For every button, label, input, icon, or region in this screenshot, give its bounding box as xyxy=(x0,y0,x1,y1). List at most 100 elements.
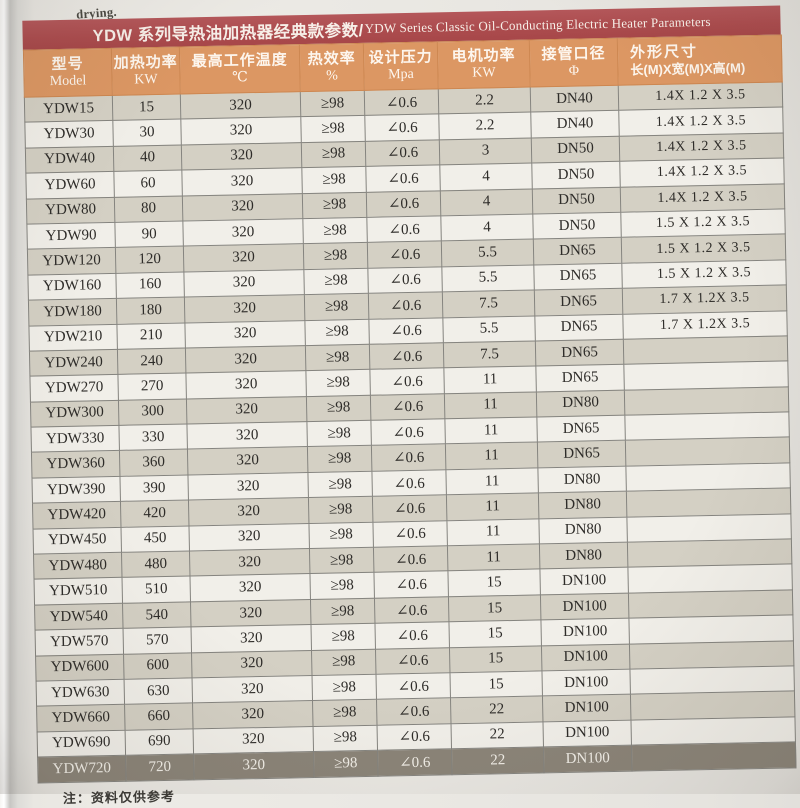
cell-dimensions xyxy=(626,488,791,517)
cell-model: YDW240 xyxy=(29,349,118,377)
cell-pipe-diameter: DN50 xyxy=(532,212,622,240)
cell-design-pressure: ∠0.6 xyxy=(370,393,445,421)
cell-pipe-diameter: DN100 xyxy=(542,719,632,748)
cell-efficiency: ≥98 xyxy=(309,547,374,574)
cell-dimensions: 1.4X 1.2 X 3.5 xyxy=(618,81,783,111)
cell-heating-power: 390 xyxy=(119,474,189,502)
cell-heating-power: 15 xyxy=(112,94,181,121)
cell-pipe-diameter: DN80 xyxy=(536,389,625,418)
table-body: YDW15 15 320 ≥98 ∠0.6 2.2 DN40 1.4X 1.2 X 3.5 Y… xyxy=(24,81,796,783)
cell-design-pressure: ∠0.6 xyxy=(373,545,448,573)
cell-efficiency: ≥98 xyxy=(308,496,373,524)
column-header-unit: KW xyxy=(134,71,158,87)
cell-efficiency: ≥98 xyxy=(305,344,370,371)
cell-max-temp: 320 xyxy=(188,523,310,551)
column-header-efficiency: 热效率 % xyxy=(299,43,365,92)
cell-efficiency: ≥98 xyxy=(313,750,379,778)
cell-pipe-diameter: DN40 xyxy=(530,110,620,138)
column-header-unit: KW xyxy=(472,64,496,81)
cell-heating-power: 240 xyxy=(117,347,186,375)
cell-heating-power: 30 xyxy=(112,119,182,147)
column-header-design-pressure: 设计压力 Mpa xyxy=(363,41,439,91)
cell-max-temp: 320 xyxy=(191,624,312,653)
column-header-chinese: 热效率 xyxy=(307,49,356,68)
cell-efficiency: ≥98 xyxy=(311,648,376,676)
cell-heating-power: 90 xyxy=(114,220,184,248)
cell-heating-power: 40 xyxy=(113,144,182,172)
cell-design-pressure: ∠0.6 xyxy=(375,647,450,675)
cell-dimensions: 1.4X 1.2 X 3.5 xyxy=(618,107,784,137)
cell-design-pressure: ∠0.6 xyxy=(374,596,449,624)
cell-max-temp: 320 xyxy=(187,472,309,501)
cell-max-temp: 320 xyxy=(181,142,302,171)
cell-pipe-diameter: DN100 xyxy=(541,669,631,697)
cell-max-temp: 320 xyxy=(183,269,305,298)
cell-pipe-diameter: DN100 xyxy=(539,567,629,595)
cell-heating-power: 210 xyxy=(116,322,186,350)
column-header-chinese: 加热功率 xyxy=(113,53,178,72)
cell-efficiency: ≥98 xyxy=(303,268,369,295)
cell-design-pressure: ∠0.6 xyxy=(368,291,443,319)
column-header-unit: Mpa xyxy=(387,66,414,82)
cell-pipe-diameter: DN65 xyxy=(533,262,623,291)
cell-design-pressure: ∠0.6 xyxy=(370,418,446,446)
cell-design-pressure: ∠0.6 xyxy=(366,215,442,243)
cell-design-pressure: ∠0.6 xyxy=(369,368,445,395)
cell-max-temp: 320 xyxy=(185,370,307,399)
cell-heating-power: 360 xyxy=(119,449,188,477)
cell-design-pressure: ∠0.6 xyxy=(365,139,440,167)
cell-efficiency: ≥98 xyxy=(302,191,367,219)
cell-motor-power: 15 xyxy=(449,645,542,673)
cell-model: YDW540 xyxy=(34,603,124,631)
column-header-unit: Φ xyxy=(568,63,580,79)
cell-heating-power: 300 xyxy=(118,398,187,426)
cell-dimensions: 1.4X 1.2 X 3.5 xyxy=(619,158,785,187)
cell-motor-power: 22 xyxy=(450,696,543,724)
cell-max-temp: 320 xyxy=(180,117,302,145)
cell-dimensions xyxy=(624,386,789,416)
footnote-text: 注：资料仅供参考 xyxy=(62,788,176,807)
cell-efficiency: ≥98 xyxy=(306,394,371,422)
cell-heating-power: 720 xyxy=(125,754,195,781)
cell-pipe-diameter: DN65 xyxy=(533,237,622,265)
cell-motor-power: 4 xyxy=(439,163,533,191)
cell-efficiency: ≥98 xyxy=(312,674,377,701)
cell-dimensions xyxy=(626,513,792,543)
cell-pipe-diameter: DN100 xyxy=(543,745,632,773)
cell-heating-power: 330 xyxy=(118,424,188,451)
cell-motor-power: 22 xyxy=(451,747,545,775)
cell-pipe-diameter: DN65 xyxy=(535,339,624,367)
column-header-chinese: 最高工作温度 xyxy=(191,50,288,70)
cell-efficiency: ≥98 xyxy=(308,521,374,549)
cell-design-pressure: ∠0.6 xyxy=(377,748,453,776)
cell-design-pressure: ∠0.6 xyxy=(366,190,441,218)
cell-pipe-diameter: DN65 xyxy=(534,288,623,316)
column-header-chinese: 设计压力 xyxy=(368,47,433,67)
cell-efficiency: ≥98 xyxy=(300,90,365,118)
column-header-chinese: 型号 xyxy=(51,54,84,73)
cell-motor-power: 15 xyxy=(447,569,541,597)
cell-pipe-diameter: DN100 xyxy=(540,618,630,646)
cell-model: YDW360 xyxy=(31,450,120,478)
cell-model: YDW510 xyxy=(34,577,123,605)
table-title-chinese: YDW 系列导热油加热器经典款参数/ xyxy=(92,21,364,45)
cell-dimensions xyxy=(628,589,793,619)
cell-heating-power: 420 xyxy=(120,500,189,527)
cell-dimensions xyxy=(624,411,790,441)
cell-motor-power: 11 xyxy=(446,518,540,546)
cell-motor-power: 11 xyxy=(444,417,538,445)
cell-dimensions: 1.5 X 1.2 X 3.5 xyxy=(621,259,787,289)
cell-design-pressure: ∠0.6 xyxy=(367,266,443,294)
cell-max-temp: 320 xyxy=(191,650,313,678)
column-header-motor-power: 电机功率 KW xyxy=(437,40,531,89)
cell-motor-power: 11 xyxy=(444,391,537,419)
cell-heating-power: 80 xyxy=(114,195,183,223)
cell-max-temp: 320 xyxy=(182,218,304,247)
cell-efficiency: ≥98 xyxy=(310,623,376,651)
cell-model: YDW600 xyxy=(35,653,125,682)
cell-model: YDW720 xyxy=(37,755,127,783)
cell-efficiency: ≥98 xyxy=(304,318,370,346)
cell-dimensions xyxy=(630,716,796,746)
cell-motor-power: 5.5 xyxy=(441,239,534,267)
table-title-english: YDW Series Classic Oil-Conducting Electr… xyxy=(364,13,711,36)
